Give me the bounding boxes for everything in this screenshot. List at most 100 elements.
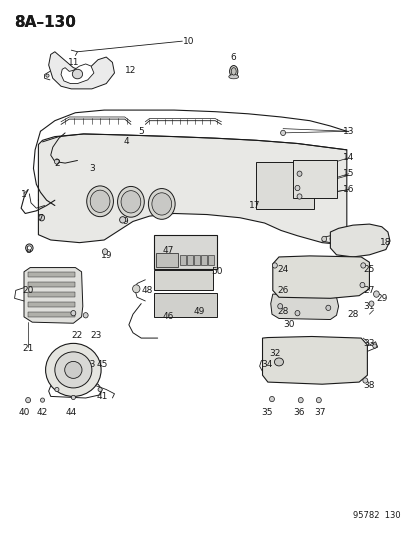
Bar — [187, 255, 192, 265]
Text: 15: 15 — [342, 169, 354, 178]
Ellipse shape — [71, 395, 75, 400]
Ellipse shape — [372, 344, 376, 348]
Ellipse shape — [368, 301, 373, 306]
Bar — [28, 282, 75, 287]
Text: 31: 31 — [363, 302, 374, 311]
Text: 6: 6 — [230, 53, 236, 62]
Ellipse shape — [121, 191, 140, 213]
Text: 39: 39 — [67, 360, 79, 369]
Ellipse shape — [117, 187, 144, 217]
Ellipse shape — [119, 216, 126, 223]
Ellipse shape — [274, 358, 283, 366]
Text: 13: 13 — [342, 127, 354, 136]
Ellipse shape — [64, 361, 82, 378]
Text: 32: 32 — [268, 350, 280, 359]
Ellipse shape — [359, 282, 364, 288]
Polygon shape — [24, 268, 83, 323]
Polygon shape — [38, 134, 346, 244]
Text: 28: 28 — [347, 310, 358, 319]
Ellipse shape — [55, 352, 92, 388]
Text: 49: 49 — [192, 307, 204, 316]
Text: 12: 12 — [125, 66, 136, 75]
Ellipse shape — [373, 291, 378, 297]
Bar — [293, 160, 336, 198]
Ellipse shape — [360, 263, 365, 268]
Bar — [153, 270, 213, 290]
Polygon shape — [61, 64, 94, 84]
Text: 46: 46 — [162, 312, 173, 321]
Text: 4: 4 — [124, 138, 129, 147]
Text: 34: 34 — [260, 360, 272, 369]
Ellipse shape — [298, 398, 302, 403]
Bar — [155, 253, 178, 266]
Ellipse shape — [294, 185, 299, 191]
Ellipse shape — [26, 244, 33, 252]
Ellipse shape — [269, 397, 274, 402]
Ellipse shape — [297, 171, 301, 176]
Polygon shape — [270, 294, 338, 319]
Text: 50: 50 — [211, 268, 223, 276]
Text: 23: 23 — [90, 331, 102, 340]
Text: 38: 38 — [363, 381, 374, 390]
Ellipse shape — [40, 398, 45, 402]
Text: 19: 19 — [100, 252, 112, 261]
Text: 26: 26 — [277, 286, 288, 295]
Ellipse shape — [297, 194, 301, 199]
Text: 7: 7 — [38, 214, 43, 223]
Text: 20: 20 — [22, 286, 34, 295]
Ellipse shape — [72, 69, 83, 79]
Text: 36: 36 — [293, 408, 304, 417]
Text: 17: 17 — [248, 201, 259, 210]
Text: 21: 21 — [22, 344, 34, 353]
Ellipse shape — [229, 66, 237, 77]
Text: 45: 45 — [96, 360, 107, 369]
Bar — [153, 293, 217, 317]
Text: 9: 9 — [121, 217, 127, 226]
Ellipse shape — [277, 304, 282, 309]
Ellipse shape — [362, 378, 367, 383]
Text: 48: 48 — [141, 286, 153, 295]
Ellipse shape — [132, 285, 140, 293]
Polygon shape — [49, 52, 114, 89]
Text: 29: 29 — [375, 294, 387, 303]
Text: 28: 28 — [277, 307, 288, 316]
Text: 30: 30 — [283, 320, 294, 329]
Ellipse shape — [45, 343, 101, 397]
Ellipse shape — [86, 186, 113, 216]
Polygon shape — [262, 336, 366, 384]
Ellipse shape — [27, 246, 31, 250]
Text: 44: 44 — [66, 408, 77, 417]
Ellipse shape — [272, 263, 277, 268]
Bar — [180, 255, 185, 265]
Text: 2: 2 — [54, 159, 59, 167]
Text: 35: 35 — [260, 408, 272, 417]
Bar — [28, 312, 75, 317]
Ellipse shape — [294, 311, 299, 316]
Text: 18: 18 — [379, 238, 391, 247]
Bar — [153, 235, 217, 269]
Ellipse shape — [325, 305, 330, 311]
Ellipse shape — [316, 398, 320, 403]
Ellipse shape — [280, 130, 285, 135]
Text: 16: 16 — [342, 185, 354, 194]
Text: 43: 43 — [84, 360, 95, 369]
Polygon shape — [272, 256, 368, 298]
Text: 40: 40 — [18, 408, 30, 417]
Bar — [28, 292, 75, 297]
Text: 37: 37 — [313, 408, 325, 417]
Ellipse shape — [231, 68, 236, 75]
Bar — [28, 272, 75, 277]
Bar — [201, 255, 206, 265]
Bar — [208, 255, 213, 265]
Bar — [28, 302, 75, 307]
Ellipse shape — [152, 193, 171, 215]
Ellipse shape — [83, 313, 88, 318]
Text: 27: 27 — [363, 286, 374, 295]
Ellipse shape — [46, 74, 49, 77]
Bar — [256, 161, 313, 209]
Text: 11: 11 — [67, 58, 79, 67]
Ellipse shape — [55, 387, 59, 392]
Text: 33: 33 — [363, 339, 374, 348]
Text: 47: 47 — [162, 246, 173, 255]
Ellipse shape — [26, 398, 31, 403]
